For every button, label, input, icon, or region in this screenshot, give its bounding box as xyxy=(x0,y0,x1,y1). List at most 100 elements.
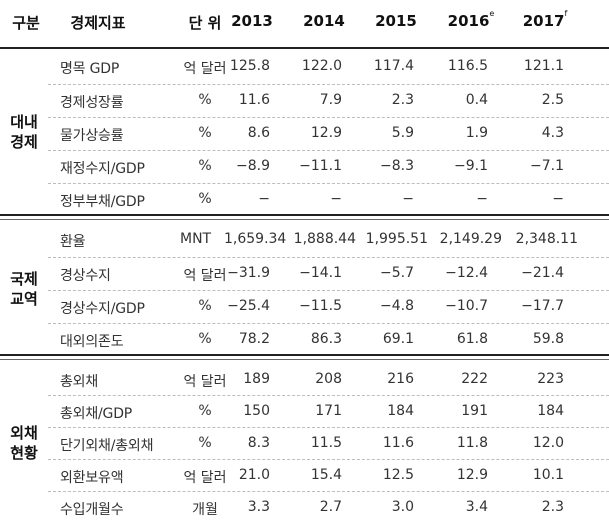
value-2015: −8.3 xyxy=(380,158,414,174)
value-2017: 12.0 xyxy=(532,435,564,451)
row-divider xyxy=(48,290,609,291)
group-rule-thin xyxy=(0,359,609,360)
row-unit: % xyxy=(198,125,212,141)
row-unit: 억 달러 xyxy=(183,61,227,77)
value-2014: 15.4 xyxy=(310,467,342,483)
value-2016: 11.8 xyxy=(456,435,488,451)
table-row: 대외의존도 % 78.2 86.3 69.1 61.8 59.8 xyxy=(0,324,609,356)
value-2017: 4.3 xyxy=(541,125,564,141)
row-indicator: 재정수지/GDP xyxy=(60,161,145,177)
value-2013: 1,659.34 xyxy=(224,231,287,247)
value-2017: 59.8 xyxy=(532,331,564,347)
value-2017: 184 xyxy=(537,403,564,419)
group-label: 대내 경제 xyxy=(10,113,38,151)
table-row: 수입개월수 개월 3.3 2.7 3.0 3.4 2.3 xyxy=(0,492,609,521)
value-2016: −9.1 xyxy=(454,158,488,174)
row-indicator: 대외의존도 xyxy=(60,334,124,350)
value-2015: 117.4 xyxy=(373,58,414,74)
value-2014: −11.5 xyxy=(299,298,342,314)
row-divider xyxy=(48,459,609,460)
row-divider xyxy=(48,117,609,118)
value-2014: −11.1 xyxy=(299,158,342,174)
value-2017: 2.3 xyxy=(541,499,564,515)
group-domestic-economy: 대내 경제 명목 GDP 억 달러 125.8 122.0 117.4 116.5… xyxy=(0,51,609,213)
value-2017: 223 xyxy=(537,371,564,387)
table-row: 총외채 억 달러 189 208 216 222 223 xyxy=(0,364,609,396)
value-2013: −25.4 xyxy=(227,298,270,314)
value-2013: − xyxy=(258,191,270,207)
value-2014: 1,888.44 xyxy=(293,231,356,247)
group-rule-thin xyxy=(0,219,609,220)
row-indicator: 명목 GDP xyxy=(60,61,120,77)
value-2013: 125.8 xyxy=(229,58,270,74)
value-2013: −31.9 xyxy=(227,265,270,281)
value-2017: 10.1 xyxy=(532,467,564,483)
value-2016: −12.4 xyxy=(445,265,488,281)
value-2013: −8.9 xyxy=(236,158,270,174)
value-2016: 116.5 xyxy=(447,58,488,74)
header-year-2016: 2016e xyxy=(447,9,495,30)
value-2015: 69.1 xyxy=(382,331,414,347)
value-2015: 184 xyxy=(387,403,414,419)
row-divider xyxy=(48,183,609,184)
value-2013: 150 xyxy=(243,403,270,419)
header-year-2013: 2013 xyxy=(231,12,273,30)
header-year-2015: 2015 xyxy=(375,12,417,30)
row-unit: % xyxy=(198,92,212,108)
group-international-trade: 국제 교역 환율 MNT 1,659.34 1,888.44 1,995.51 2… xyxy=(0,224,609,354)
header-category: 구분 xyxy=(12,14,40,32)
group-label: 외채 현황 xyxy=(10,423,38,462)
value-2016: 3.4 xyxy=(465,499,488,515)
group-rule xyxy=(0,214,609,216)
value-2016: 0.4 xyxy=(465,92,488,108)
value-2015: 12.5 xyxy=(382,467,414,483)
value-2015: 2.3 xyxy=(391,92,414,108)
value-2015: 216 xyxy=(387,371,414,387)
row-unit: % xyxy=(198,435,212,451)
header-rule xyxy=(0,47,609,49)
value-2014: − xyxy=(330,191,342,207)
value-2013: 21.0 xyxy=(238,467,270,483)
value-2015: −5.7 xyxy=(380,265,414,281)
value-2013: 78.2 xyxy=(238,331,270,347)
table-row: 총외채/GDP % 150 171 184 191 184 xyxy=(0,396,609,428)
row-divider xyxy=(48,323,609,324)
value-2016: −10.7 xyxy=(445,298,488,314)
row-unit: MNT xyxy=(180,231,212,247)
header-year-2017: 2017f xyxy=(522,9,568,30)
table-header: 구분 경제지표 단 위 2013 2014 2015 2016e 2017f xyxy=(0,0,609,46)
row-unit: 개월 xyxy=(192,502,218,518)
value-2016: 61.8 xyxy=(456,331,488,347)
group-rule xyxy=(0,354,609,356)
value-2013: 189 xyxy=(243,371,270,387)
header-unit: 단 위 xyxy=(188,14,222,32)
table-row: 단기외채/총외채 % 8.3 11.5 11.6 11.8 12.0 xyxy=(0,428,609,460)
row-unit: % xyxy=(198,403,212,419)
header-indicator: 경제지표 xyxy=(70,14,126,32)
row-unit: % xyxy=(198,298,212,314)
table-row: 물가상승률 % 8.6 12.9 5.9 1.9 4.3 xyxy=(0,118,609,150)
table-row: 재정수지/GDP % −8.9 −11.1 −8.3 −9.1 −7.1 xyxy=(0,151,609,183)
row-divider xyxy=(48,491,609,492)
value-2015: 5.9 xyxy=(391,125,414,141)
row-divider xyxy=(48,395,609,396)
group-label: 국제 교역 xyxy=(10,270,38,308)
row-indicator: 환율 xyxy=(60,234,86,250)
group-external-debt: 외채 현황 총외채 억 달러 189 208 216 222 223 총외채/GD… xyxy=(0,364,609,521)
value-2015: 1,995.51 xyxy=(365,231,428,247)
value-2014: 86.3 xyxy=(310,331,342,347)
row-unit: % xyxy=(198,331,212,347)
value-2015: 3.0 xyxy=(391,499,414,515)
row-indicator: 총외채/GDP xyxy=(60,406,133,422)
value-2015: 11.6 xyxy=(382,435,414,451)
row-divider xyxy=(48,257,609,258)
value-2014: 171 xyxy=(315,403,342,419)
value-2016: 1.9 xyxy=(465,125,488,141)
row-unit: 억 달러 xyxy=(183,268,227,284)
row-unit: % xyxy=(198,191,212,207)
value-2013: 8.6 xyxy=(247,125,270,141)
row-divider xyxy=(48,84,609,85)
value-2015: − xyxy=(402,191,414,207)
table-row: 명목 GDP 억 달러 125.8 122.0 117.4 116.5 121.… xyxy=(0,51,609,83)
